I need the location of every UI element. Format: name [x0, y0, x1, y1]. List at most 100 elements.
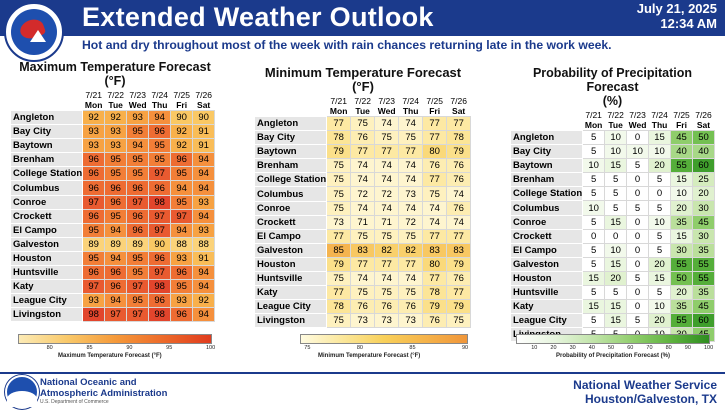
city-name: Houston: [9, 250, 84, 267]
forecast-cell: 5: [582, 256, 606, 272]
forecast-cell: 76: [422, 313, 448, 329]
pop-day-header: Mon Tue Wed Thu Fri Sat: [511, 120, 715, 131]
forecast-cell: 78: [422, 285, 448, 301]
forecast-cell: 30: [692, 228, 715, 244]
forecast-cell: 93: [126, 109, 150, 126]
forecast-cell: 97: [170, 208, 194, 224]
city-name: Brenham: [9, 152, 84, 168]
forecast-cell: 83: [350, 242, 376, 258]
table-row: Angleton 92 92 93 94 90 90: [9, 109, 216, 126]
forecast-cell: 89: [82, 236, 106, 252]
table-row: Conroe 75 74 74 74 74 76: [253, 200, 472, 216]
forecast-cell: 20: [604, 270, 628, 287]
day-header: Fri: [676, 120, 687, 130]
forecast-cell: 94: [192, 152, 216, 168]
city-name: Angleton: [509, 129, 584, 146]
table-row: Galveston 85 83 82 82 83 83: [253, 242, 472, 258]
forecast-cell: 95: [126, 124, 150, 140]
forecast-cell: 94: [148, 109, 172, 126]
forecast-cell: 5: [604, 186, 628, 202]
forecast-cell: 96: [104, 279, 128, 295]
legend-tick-label: 70: [646, 345, 653, 351]
table-row: El Campo 77 75 75 75 77 77: [253, 228, 472, 244]
forecast-cell: 15: [604, 256, 628, 272]
forecast-cell: 5: [604, 285, 628, 301]
date-header: 7/21: [85, 90, 102, 100]
forecast-cell: 10: [604, 242, 628, 258]
forecast-cell: 74: [374, 271, 400, 287]
min-temp-legend-bar: [300, 334, 468, 344]
min_temp-day-header: Mon Tue Wed Thu Fri Sat: [255, 106, 471, 117]
max_temp-day-header: Mon Tue Wed Thu Fri Sat: [11, 100, 215, 111]
forecast-cell: 76: [398, 299, 424, 315]
forecast-cell: 75: [398, 285, 424, 301]
forecast-cell: 96: [170, 265, 194, 281]
forecast-cell: 0: [626, 285, 650, 301]
forecast-cell: 0: [626, 186, 650, 202]
city-name: Houston: [253, 256, 328, 273]
legend-tick-label: 85: [86, 345, 93, 351]
forecast-cell: 74: [350, 158, 376, 174]
forecast-cell: 0: [626, 172, 650, 188]
forecast-cell: 90: [170, 109, 194, 126]
forecast-cell: 76: [446, 271, 472, 287]
table-row: Crockett 0 0 0 5 15 30: [509, 228, 715, 244]
forecast-cell: 94: [104, 293, 128, 309]
forecast-cell: 75: [326, 158, 352, 174]
legend-tick-label: 50: [608, 345, 615, 351]
day-header: Wed: [628, 120, 647, 130]
forecast-cell: 94: [126, 138, 150, 154]
forecast-cell: 5: [582, 172, 606, 188]
forecast-cell: 50: [670, 270, 693, 287]
forecast-cell: 74: [398, 115, 424, 132]
date-header: 7/23: [629, 110, 646, 120]
forecast-cell: 93: [104, 138, 128, 154]
forecast-cell: 78: [326, 130, 352, 146]
forecast-cell: 15: [604, 158, 628, 174]
forecast-cell: 15: [670, 172, 693, 188]
forecast-cell: 97: [148, 208, 172, 224]
forecast-cell: 77: [350, 256, 376, 273]
forecast-cell: 5: [626, 158, 650, 174]
forecast-cell: 10: [626, 144, 650, 160]
forecast-cell: 97: [82, 279, 106, 295]
date-header: 7/24: [651, 110, 668, 120]
forecast-cell: 15: [648, 129, 672, 146]
table-row: Crockett 73 71 71 72 74 74: [253, 214, 472, 230]
forecast-cell: 90: [148, 236, 172, 252]
forecast-cell: 76: [374, 299, 400, 315]
date-header: 7/24: [402, 96, 419, 106]
forecast-cell: 95: [148, 152, 172, 168]
forecast-cell: 40: [692, 144, 715, 160]
city-name: Columbus: [253, 186, 328, 202]
city-name: Columbus: [9, 180, 84, 196]
table-row: Baytown 10 15 5 20 55 60: [509, 158, 715, 174]
legend-tick-label: 100: [206, 345, 216, 351]
forecast-cell: 0: [626, 228, 650, 244]
legend-tick-label: 90: [684, 345, 691, 351]
forecast-cell: 72: [350, 186, 376, 202]
city-name: Huntsville: [253, 271, 328, 287]
pop-title: Probability of Precipitation Forecast (%…: [532, 66, 693, 108]
forecast-cell: 94: [192, 166, 216, 182]
date-header: 7/25: [173, 90, 190, 100]
table-row: Galveston 89 89 89 90 88 88: [9, 236, 216, 252]
table-row: Bay City 78 76 75 75 77 78: [253, 130, 472, 146]
max-temp-title: Maximum Temperature Forecast (°F): [19, 60, 211, 88]
day-header: Thu: [151, 100, 168, 110]
forecast-cell: 97: [148, 222, 172, 238]
forecast-cell: 55: [692, 270, 715, 287]
forecast-cell: 74: [398, 172, 424, 188]
forecast-cell: 95: [126, 293, 150, 309]
forecast-cell: 98: [82, 307, 106, 323]
forecast-cell: 92: [170, 124, 194, 140]
date-header: 7/22: [607, 110, 624, 120]
forecast-cell: 96: [148, 293, 172, 309]
table-row: El Campo 5 10 0 5 30 35: [509, 242, 715, 258]
forecast-cell: 71: [374, 214, 400, 230]
forecast-cell: 0: [582, 228, 606, 244]
forecast-cell: 15: [582, 299, 606, 315]
forecast-cell: 72: [374, 186, 400, 202]
forecast-cell: 93: [192, 222, 216, 238]
header-banner: Extended Weather Outlook July 21, 2025 1…: [0, 0, 725, 36]
